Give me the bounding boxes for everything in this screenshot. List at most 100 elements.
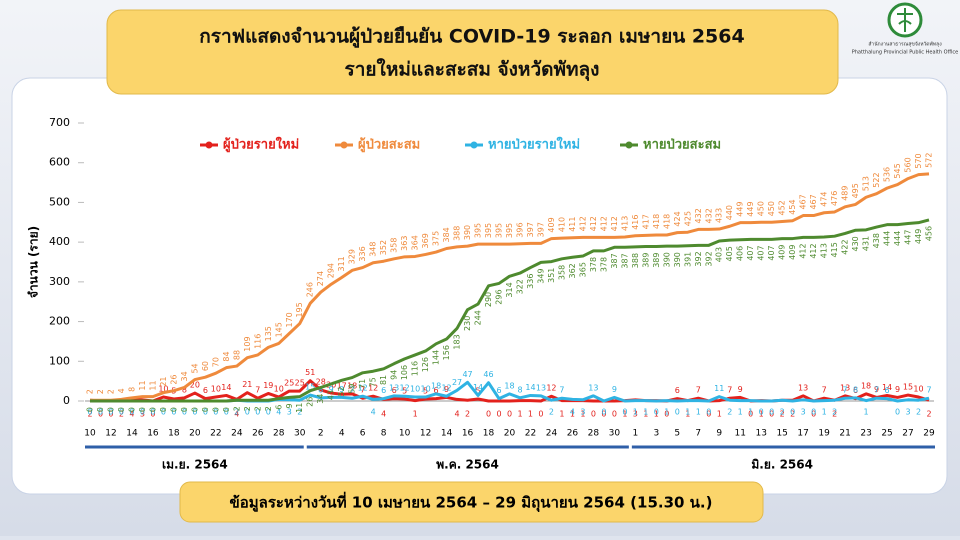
data-label: 417: [641, 214, 650, 229]
data-label: 126: [421, 357, 430, 372]
data-label: 244: [474, 310, 483, 325]
data-label: 6: [675, 386, 680, 395]
y-tick-label: 300: [49, 275, 70, 288]
data-label: 397: [526, 222, 535, 237]
data-label: 0: [108, 410, 113, 419]
data-label: 489: [841, 186, 850, 201]
legend-marker: [205, 141, 213, 149]
data-label: 405: [725, 246, 734, 261]
data-label: 431: [862, 236, 871, 251]
x-tick-label: 12: [105, 429, 116, 439]
y-tick-label: 0: [63, 394, 70, 407]
data-label: 0: [538, 410, 543, 419]
data-label: 2: [727, 408, 732, 417]
data-label: 444: [893, 231, 902, 246]
data-label: 474: [820, 191, 829, 206]
data-label: 2: [780, 408, 785, 417]
data-label: 433: [715, 208, 724, 223]
data-label: 11: [714, 384, 724, 393]
data-label: 2: [832, 408, 837, 417]
data-label: 0: [496, 410, 501, 419]
data-label: 418: [652, 214, 661, 229]
x-tick-label: 14: [441, 429, 453, 439]
data-label: 3: [140, 410, 145, 419]
data-label: 13: [798, 383, 808, 392]
data-label: 0: [148, 407, 157, 412]
legend-label: หายป่วยรายใหม่: [488, 136, 580, 153]
data-label: 397: [536, 222, 545, 237]
data-label: 362: [568, 263, 577, 278]
data-label: 389: [652, 253, 661, 268]
data-label: 25: [284, 379, 294, 388]
data-label: 7: [822, 386, 827, 395]
data-label: 12: [441, 384, 451, 393]
data-label: 407: [767, 245, 776, 260]
y-tick-label: 400: [49, 235, 70, 248]
data-label: 452: [778, 200, 787, 215]
data-label: 378: [589, 257, 598, 272]
data-label: 416: [631, 215, 640, 230]
data-label: 412: [610, 216, 619, 231]
data-label: 0: [654, 408, 659, 417]
data-label: 2: [549, 408, 554, 417]
data-label: 413: [620, 216, 629, 231]
data-label: 0: [895, 408, 900, 417]
data-label: 6: [392, 386, 397, 395]
x-tick-label: 20: [504, 429, 516, 439]
data-label: 545: [893, 163, 902, 178]
data-label: 2: [234, 408, 239, 417]
data-label: 46: [483, 370, 493, 379]
data-label: 438: [872, 233, 881, 248]
data-label: 410: [557, 217, 566, 232]
data-label: 409: [547, 217, 556, 232]
data-label: 0: [748, 410, 753, 419]
data-label: 395: [474, 223, 483, 238]
data-label: 18: [347, 381, 357, 390]
data-label: 348: [369, 242, 378, 257]
data-label: 0: [255, 408, 260, 417]
x-tick-label: 28: [273, 429, 285, 439]
data-label: 3: [580, 408, 585, 417]
data-label: 422: [841, 239, 850, 254]
data-label: 43: [327, 390, 336, 400]
data-label: 1: [696, 408, 701, 417]
x-tick-label: 23: [860, 429, 871, 439]
data-label: 358: [557, 265, 566, 280]
data-label: 407: [757, 245, 766, 260]
legend-marker: [625, 141, 633, 149]
data-label: 413: [820, 243, 829, 258]
data-label: 0: [601, 408, 606, 417]
data-label: 0: [119, 408, 124, 417]
data-label: 109: [243, 336, 252, 351]
x-tick-label: 26: [252, 429, 264, 439]
data-label: 425: [683, 211, 692, 226]
data-label: 230: [463, 316, 472, 331]
data-label: 395: [505, 223, 514, 238]
data-label: 14: [525, 383, 535, 392]
data-label: 3: [287, 408, 292, 417]
data-label: 390: [662, 252, 671, 267]
data-label: 156: [442, 345, 451, 360]
data-label: 13: [588, 383, 598, 392]
y-axis-label: จำนวน (ราย): [27, 226, 41, 298]
data-label: 412: [589, 216, 598, 231]
data-label: 0: [222, 407, 231, 412]
data-label: 0: [706, 408, 711, 417]
data-label: 384: [442, 227, 451, 242]
data-label: 450: [767, 201, 776, 216]
data-label: 0: [664, 410, 669, 419]
data-label: 570: [914, 153, 923, 168]
data-label: 412: [799, 243, 808, 258]
data-label: 0: [591, 410, 596, 419]
data-label: 389: [641, 253, 650, 268]
x-tick-label: 26: [567, 429, 579, 439]
data-label: 349: [536, 268, 545, 283]
x-tick-label: 28: [588, 429, 600, 439]
x-tick-label: 16: [462, 429, 474, 439]
data-label: 7: [360, 386, 365, 395]
y-tick-label: 600: [49, 156, 70, 169]
x-tick-label: 15: [776, 429, 787, 439]
data-label: 8: [127, 387, 136, 392]
data-label: 2: [790, 410, 795, 419]
